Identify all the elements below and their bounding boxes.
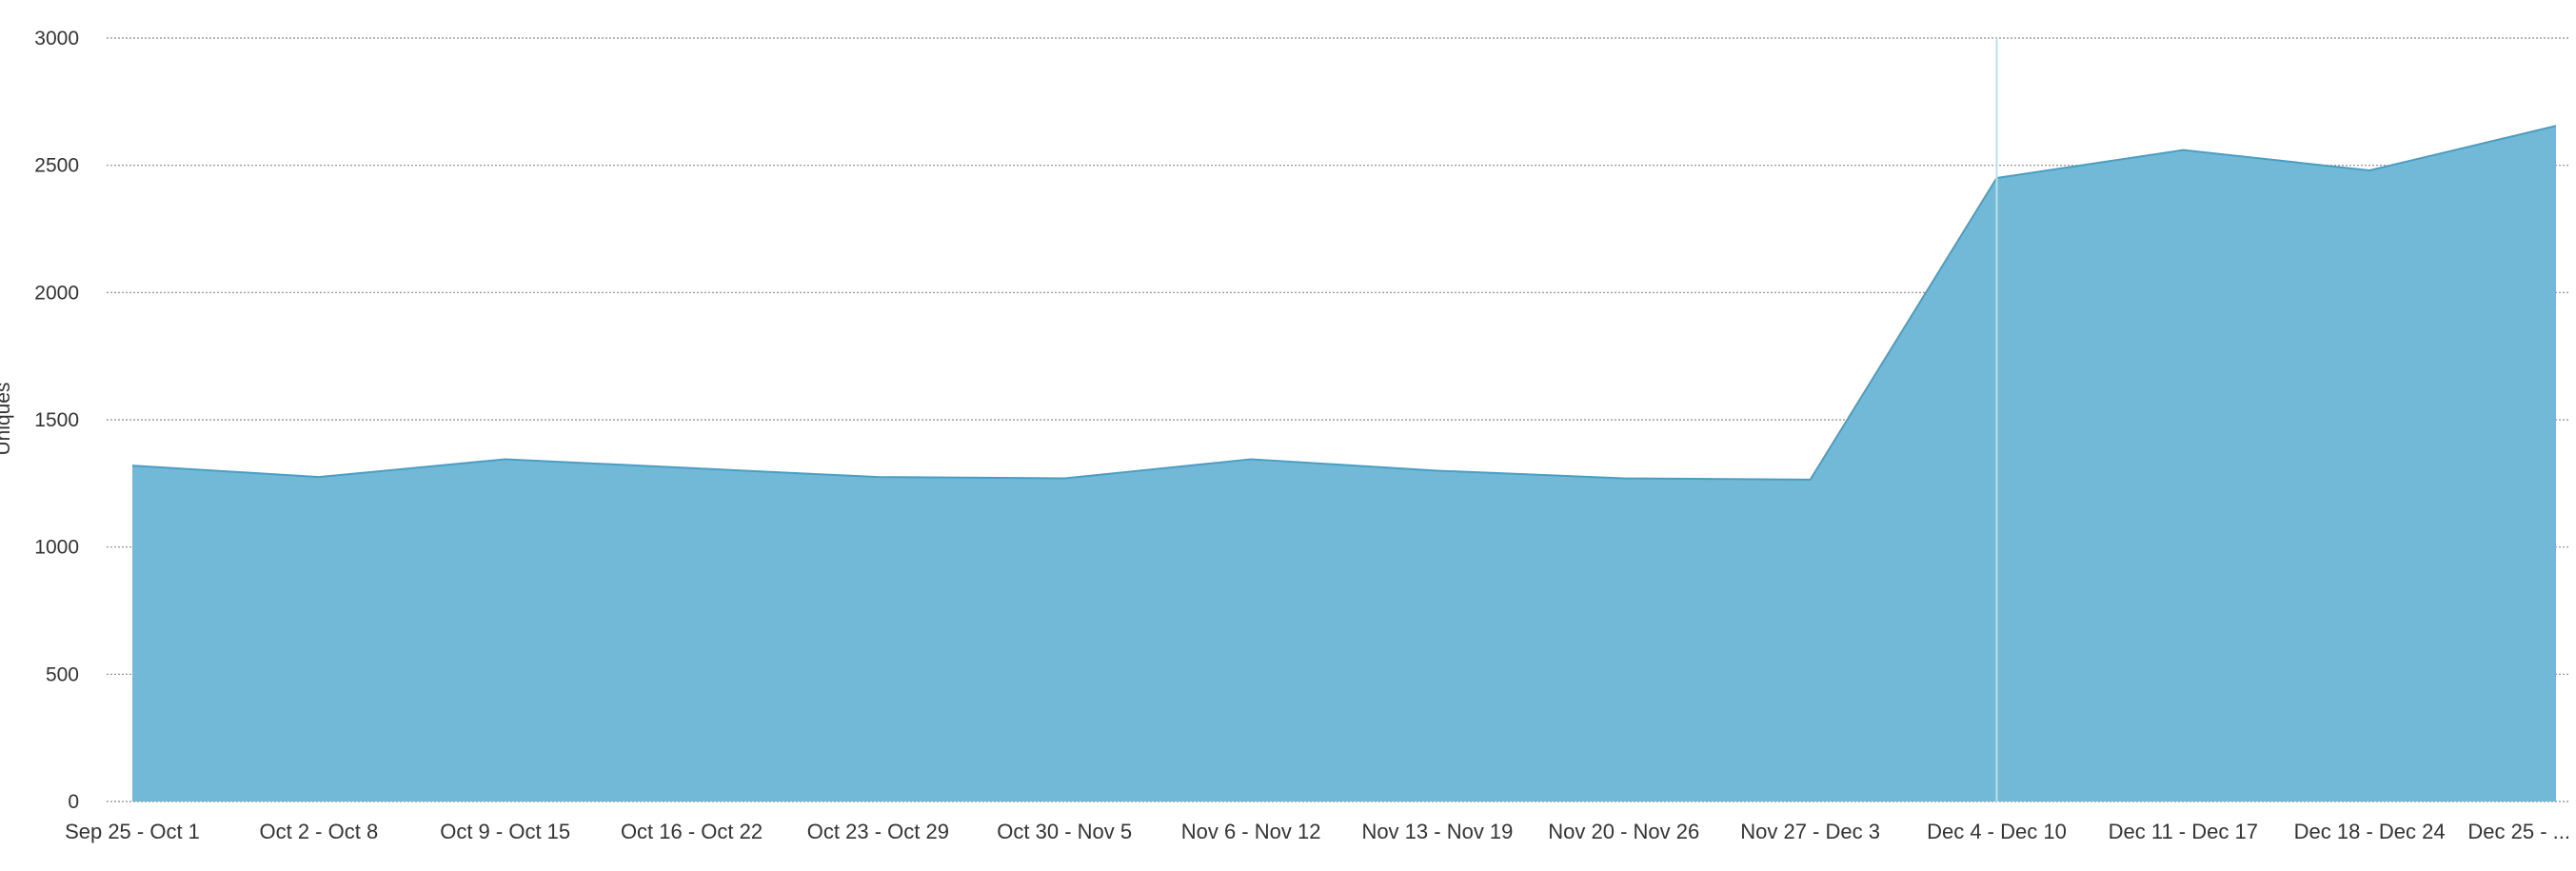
data-point[interactable] xyxy=(2553,123,2559,129)
x-axis-ticks: Sep 25 - Oct 1 Oct 2 - Oct 8 Oct 9 - Oct 1… xyxy=(65,820,2570,843)
y-tick-label: 0 xyxy=(68,791,79,813)
x-tick-label: Oct 9 - Oct 15 xyxy=(440,820,570,843)
y-axis-ticks: 0 500 1000 1500 2000 2500 3000 xyxy=(34,28,79,813)
x-tick-label: Nov 13 - Nov 19 xyxy=(1361,820,1513,843)
x-tick-label: Oct 2 - Oct 8 xyxy=(259,820,378,843)
y-tick-label: 1500 xyxy=(34,409,79,431)
data-point[interactable] xyxy=(689,465,695,471)
data-point[interactable] xyxy=(1248,456,1254,462)
data-point[interactable] xyxy=(503,456,508,462)
data-point[interactable] xyxy=(1435,467,1440,473)
y-tick-label: 500 xyxy=(46,663,79,685)
data-point[interactable] xyxy=(875,474,881,480)
x-tick-label: Dec 25 - ... xyxy=(2467,820,2570,843)
data-point[interactable] xyxy=(129,463,135,468)
series-area xyxy=(132,126,2556,802)
x-tick-label: Oct 30 - Nov 5 xyxy=(997,820,1132,843)
y-axis-label: Uniques xyxy=(0,382,14,455)
data-point[interactable] xyxy=(1061,475,1067,481)
x-tick-label: Oct 16 - Oct 22 xyxy=(621,820,763,843)
series-line xyxy=(131,125,2557,481)
area-layer xyxy=(129,123,2559,802)
data-point[interactable] xyxy=(1808,477,1813,483)
x-tick-label: Oct 23 - Oct 29 xyxy=(807,820,949,843)
x-tick-label: Nov 20 - Nov 26 xyxy=(1548,820,1699,843)
y-tick-label: 1000 xyxy=(34,537,79,559)
x-tick-label: Dec 4 - Dec 10 xyxy=(1927,820,2067,843)
x-tick-label: Nov 27 - Dec 3 xyxy=(1740,820,1880,843)
y-tick-label: 2000 xyxy=(34,282,79,304)
x-tick-label: Nov 6 - Nov 12 xyxy=(1181,820,1321,843)
y-tick-label: 3000 xyxy=(34,28,79,49)
data-point[interactable] xyxy=(316,474,322,480)
x-tick-label: Dec 18 - Dec 24 xyxy=(2294,820,2446,843)
data-point[interactable] xyxy=(1621,475,1627,481)
data-point[interactable] xyxy=(2367,168,2372,173)
x-tick-label: Dec 11 - Dec 17 xyxy=(2109,820,2258,843)
data-point[interactable] xyxy=(2180,148,2186,153)
x-tick-label: Sep 25 - Oct 1 xyxy=(65,820,200,843)
y-tick-label: 2500 xyxy=(34,155,79,177)
